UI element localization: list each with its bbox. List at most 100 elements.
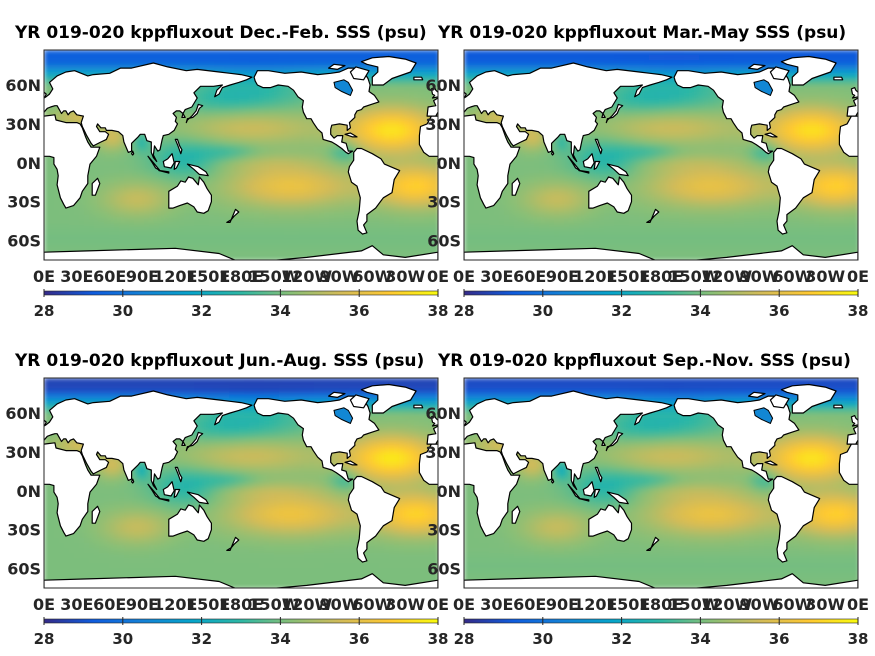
sss-cell — [314, 230, 320, 236]
sss-cell — [714, 55, 720, 61]
sss-cell — [179, 170, 185, 176]
sss-cell — [254, 125, 260, 131]
sss-cell — [854, 80, 858, 86]
sss-cell — [379, 245, 385, 251]
sss-cell — [344, 165, 350, 171]
sss-cell — [599, 65, 605, 71]
sss-cell — [414, 55, 420, 61]
sss-cell — [169, 180, 175, 186]
sss-cell — [319, 230, 325, 236]
sss-cell — [759, 130, 765, 136]
sss-cell — [414, 145, 420, 151]
sss-cell — [304, 145, 310, 151]
sss-cell — [659, 70, 665, 76]
sss-cell — [194, 215, 200, 221]
sss-cell — [319, 200, 325, 206]
sss-cell — [114, 165, 120, 171]
sss-cell — [774, 145, 780, 151]
sss-cell — [434, 225, 438, 231]
sss-cell — [194, 160, 200, 166]
sss-cell — [324, 60, 330, 66]
sss-cell — [244, 210, 250, 216]
sss-cell — [239, 250, 245, 256]
sss-cell — [49, 160, 55, 166]
sss-cell — [814, 80, 820, 86]
landmass-java — [158, 170, 170, 174]
sss-cell — [284, 135, 290, 141]
sss-cell — [489, 115, 495, 121]
sss-cell — [299, 130, 305, 136]
sss-cell — [679, 95, 685, 101]
sss-cell — [354, 190, 360, 196]
landmass-baffin — [349, 66, 370, 81]
sss-cell — [314, 200, 320, 206]
sss-cell — [144, 185, 150, 191]
sss-cell — [614, 125, 620, 131]
sss-cell — [339, 155, 345, 161]
sss-cell — [404, 115, 410, 121]
sss-cell — [674, 130, 680, 136]
sss-cell — [104, 190, 110, 196]
sss-cell — [409, 160, 415, 166]
sss-cell — [634, 60, 640, 66]
sss-cell — [184, 140, 190, 146]
sss-cell — [659, 135, 665, 141]
sss-cell — [839, 110, 845, 116]
landmass-samerica — [347, 147, 401, 235]
sss-cell — [384, 200, 390, 206]
sss-cell — [539, 50, 545, 56]
sss-cell — [359, 55, 365, 61]
sss-cell — [234, 195, 240, 201]
sss-cell — [719, 125, 725, 131]
sss-cell — [244, 50, 250, 56]
sss-cell — [94, 235, 100, 241]
sss-cell — [314, 185, 320, 191]
sss-cell — [214, 240, 220, 246]
sss-cell — [274, 90, 280, 96]
sss-cell — [379, 50, 385, 56]
sss-cell — [399, 115, 405, 121]
sss-cell — [394, 245, 400, 251]
sss-cell — [74, 230, 80, 236]
sss-cell — [174, 230, 180, 236]
sss-cell — [619, 140, 625, 146]
sss-cell — [614, 100, 620, 106]
sss-cell — [329, 145, 335, 151]
sss-cell — [409, 220, 415, 226]
sss-cell — [139, 150, 145, 156]
sss-cell — [324, 250, 330, 256]
lat-tick-label: 60S — [7, 232, 41, 251]
sss-cell — [179, 175, 185, 181]
sss-cell — [114, 50, 120, 56]
sss-cell — [404, 110, 410, 116]
sss-cell — [224, 250, 230, 256]
sss-cell — [299, 215, 305, 221]
sss-cell — [774, 135, 780, 141]
sss-cell — [279, 145, 285, 151]
sss-cell — [204, 235, 210, 241]
sss-cell — [354, 230, 360, 236]
sss-cell — [259, 160, 265, 166]
sss-cell — [344, 195, 350, 201]
sss-cell — [619, 130, 625, 136]
sss-cell — [74, 215, 80, 221]
sss-cell — [289, 180, 295, 186]
sss-cell — [304, 155, 310, 161]
lat-tick-label: 30S — [7, 193, 41, 212]
sss-cell — [289, 150, 295, 156]
sss-cell — [194, 230, 200, 236]
sss-cell — [279, 255, 285, 260]
sss-cell — [279, 190, 285, 196]
sss-cell — [284, 115, 290, 121]
sss-cell — [544, 55, 550, 61]
sss-cell — [124, 195, 130, 201]
sss-cell — [374, 235, 380, 241]
sss-cell — [794, 130, 800, 136]
sss-cell — [264, 150, 270, 156]
sss-cell — [84, 245, 90, 251]
sss-cell — [394, 135, 400, 141]
sss-cell — [369, 220, 375, 226]
map-frame — [43, 49, 439, 261]
sss-cell — [819, 145, 825, 151]
sss-cell — [434, 240, 438, 246]
